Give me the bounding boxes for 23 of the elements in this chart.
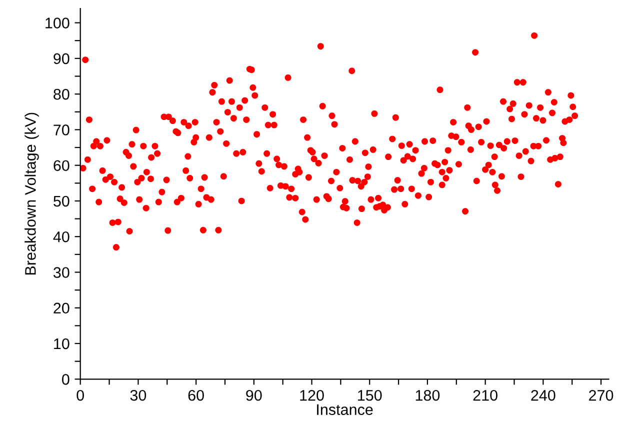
x-tick-label: 180	[416, 390, 440, 401]
y-tick-label: 70	[54, 124, 70, 136]
y-tick-label: 90	[54, 53, 70, 64]
y-tick-label: 20	[54, 302, 70, 314]
x-tick-label: 210	[473, 390, 498, 401]
y-tick-label: 30	[54, 267, 70, 278]
x-tick-label: 90	[246, 390, 262, 401]
x-tick-label: 120	[300, 390, 324, 401]
y-axis-title: Breakdown Voltage (kV)	[24, 112, 39, 275]
x-tick-label: 240	[531, 390, 556, 401]
x-tick-label: 270	[589, 390, 614, 401]
x-tick-label: 0	[76, 390, 84, 401]
x-tick-label: 150	[358, 390, 382, 401]
y-tick-label: 60	[54, 160, 70, 172]
y-tick-label: 100	[46, 18, 70, 28]
y-tick-label: 40	[53, 231, 70, 242]
x-axis-title: Instance	[317, 404, 373, 416]
y-tick-label: 80	[54, 88, 70, 100]
y-tick-label: 50	[54, 196, 70, 207]
x-tick-label: 60	[188, 390, 204, 401]
y-tick-label: 0	[62, 374, 70, 385]
y-tick-label: 10	[54, 338, 70, 350]
x-tick-label: 30	[130, 390, 146, 401]
